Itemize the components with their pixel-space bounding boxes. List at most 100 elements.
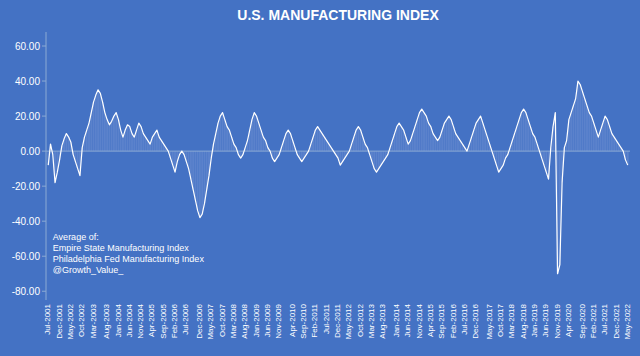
x-tick-label: Aug-2003 <box>102 303 111 338</box>
bar <box>582 92 584 152</box>
bar <box>253 113 255 152</box>
bar <box>480 116 482 151</box>
bar <box>437 141 439 152</box>
x-tick-label: Aug-2018 <box>519 303 528 338</box>
bar <box>575 99 577 152</box>
bar <box>197 151 199 211</box>
bar <box>357 127 359 152</box>
y-tick-label: 0.00 <box>21 146 41 157</box>
bar <box>416 120 418 152</box>
x-tick-label: Sep-2015 <box>437 303 446 338</box>
bar <box>219 116 221 151</box>
x-tick-label: Apr-2010 <box>288 303 297 336</box>
bar <box>400 127 402 152</box>
x-tick-label: Jan-2019 <box>530 303 539 337</box>
x-tick-label: Feb-2021 <box>589 303 598 338</box>
bar <box>95 95 97 151</box>
bar <box>154 134 156 152</box>
x-tick-label: Nov-2014 <box>415 303 424 338</box>
x-tick-label: Jul-2016 <box>460 303 469 334</box>
y-tick-label: 40.00 <box>15 76 40 87</box>
x-tick-label: Feb-2011 <box>310 303 319 337</box>
bar <box>398 123 400 151</box>
bar <box>593 123 595 151</box>
y-tick <box>42 81 46 82</box>
x-tick-label: May-2022 <box>623 303 632 339</box>
bar <box>527 120 529 152</box>
annotation: @Growth_Value_ <box>53 265 125 275</box>
line <box>48 81 627 274</box>
bar <box>99 93 101 151</box>
x-tick-label: Sep-2020 <box>578 303 587 338</box>
bar <box>525 113 527 152</box>
x-tick-label: Dec-2011 <box>333 303 342 338</box>
bar <box>482 123 484 151</box>
bar <box>443 123 445 151</box>
x-tick-label: Jun-2009 <box>263 303 272 337</box>
bar <box>321 134 323 152</box>
bar <box>142 134 144 152</box>
x-tick-label: May-2002 <box>66 303 75 339</box>
bar <box>201 151 203 214</box>
y-tick <box>42 151 46 152</box>
bar <box>606 120 608 152</box>
bar <box>523 109 525 151</box>
bar <box>432 134 434 152</box>
x-tick-label: Nov-2019 <box>553 303 562 338</box>
bar <box>588 113 590 152</box>
bar <box>133 137 135 151</box>
x-tick-label: Dec-2006 <box>195 303 204 338</box>
x-tick-label: Mar-2003 <box>89 303 98 338</box>
bar <box>97 90 99 151</box>
bar <box>520 113 522 152</box>
annotation: Average of: <box>53 232 99 242</box>
bar <box>500 151 502 169</box>
x-tick-label: May-2017 <box>485 303 494 339</box>
y-tick-label: -80.00 <box>12 286 41 297</box>
bar <box>446 120 448 152</box>
bar <box>579 85 581 152</box>
background <box>0 0 640 356</box>
bar <box>597 137 599 151</box>
bar <box>106 120 108 152</box>
bar <box>287 130 289 151</box>
bar <box>122 137 124 151</box>
x-tick-label: Apr-2020 <box>564 303 573 336</box>
bar <box>591 116 593 151</box>
y-tick-label: -40.00 <box>12 216 41 227</box>
y-tick-label: -60.00 <box>12 251 41 262</box>
bar <box>319 130 321 151</box>
bar <box>224 120 226 152</box>
y-tick <box>42 291 46 292</box>
x-tick-label: Jan-2004 <box>114 303 123 337</box>
y-tick <box>42 221 46 222</box>
bar <box>138 123 140 151</box>
x-tick-label: Apr-2015 <box>426 303 435 336</box>
y-tick <box>42 46 46 47</box>
bar <box>108 125 110 151</box>
x-tick-label: Dec-2021 <box>612 303 621 338</box>
x-tick-label: Mar-2013 <box>367 303 376 338</box>
bar <box>421 109 423 151</box>
bar <box>572 106 574 152</box>
title: U.S. MANUFACTURING INDEX <box>237 7 439 23</box>
bar <box>376 151 378 172</box>
bar <box>425 116 427 151</box>
bar <box>131 134 133 152</box>
bar <box>407 144 409 151</box>
x-tick-label: Apr-2005 <box>147 303 156 336</box>
bar <box>102 102 104 151</box>
bar <box>448 116 450 151</box>
bar <box>475 123 477 151</box>
plot-area <box>46 81 630 274</box>
bar <box>222 113 224 152</box>
y-tick <box>42 116 46 117</box>
x-tick-label: May-2007 <box>206 303 215 339</box>
zero-line <box>46 151 630 152</box>
bar <box>428 123 430 151</box>
x-tick-label: Aug-2008 <box>240 303 249 338</box>
bar <box>423 113 425 152</box>
x-tick-label: Jul-2001 <box>43 303 52 334</box>
x-tick-label: May-2012 <box>344 303 353 339</box>
x-tick-label: Sep-2005 <box>159 303 168 338</box>
